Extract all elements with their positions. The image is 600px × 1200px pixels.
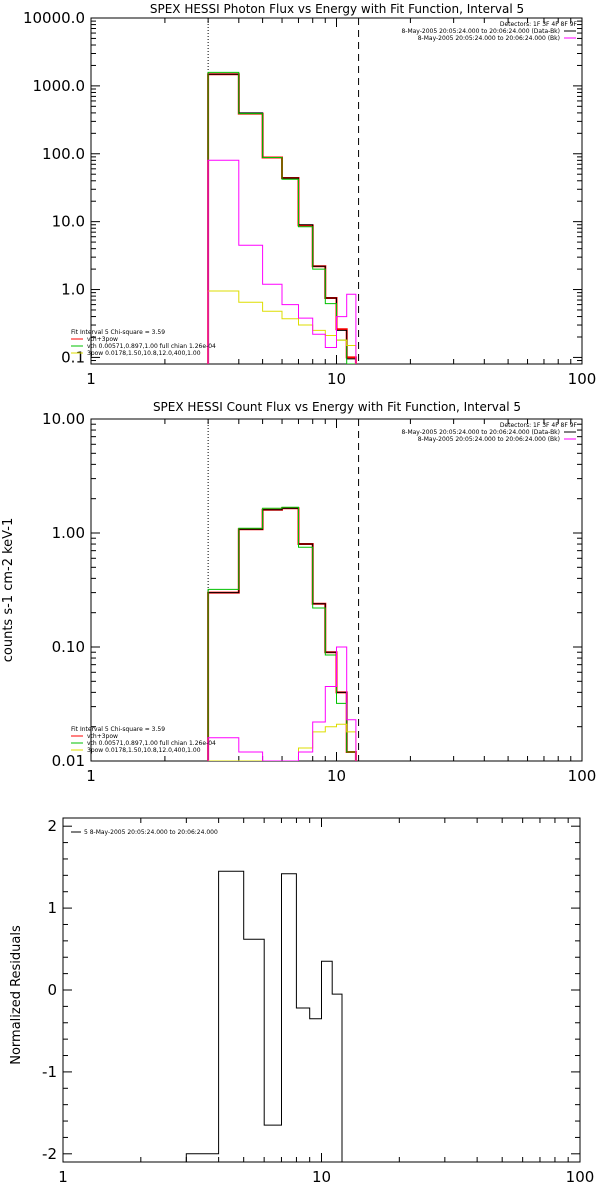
y-tick-label: 0	[47, 981, 57, 999]
spectrum-series-4	[207, 646, 357, 761]
y-tick-label: 0.01	[52, 752, 85, 770]
y-tick-label: 1000.0	[33, 77, 86, 95]
x-tick-label: 100	[566, 1168, 595, 1186]
spectrum-series-0	[207, 507, 357, 761]
x-tick-label: 1	[86, 767, 96, 785]
y-tick-label: 10000.0	[23, 9, 85, 27]
x-tick-label: 10	[327, 370, 346, 388]
y-tick-label: 0.1	[61, 348, 85, 366]
spectrum-series-4	[207, 159, 357, 364]
fit-legend-entry: vth 0.00571,0.897,1.00 full chian 1.26e-…	[87, 740, 216, 747]
y-tick-label: 0.10	[52, 638, 85, 656]
y-tick-label: -2	[42, 1145, 57, 1163]
fit-legend-title: Fit Interval 5 Chi-square = 3.59	[71, 329, 165, 336]
fit-legend-entry: vth+3pow	[87, 733, 118, 740]
x-tick-label: 100	[568, 767, 597, 785]
plot-frame	[90, 418, 583, 762]
y-tick-label: 1	[47, 899, 57, 917]
fit-legend-entry: vth 0.00571,0.897,1.00 full chian 1.26e-…	[87, 343, 216, 350]
y-tick-label: 100.0	[42, 145, 85, 163]
y-tick-label: 1.0	[61, 281, 85, 299]
fit-legend-title: Fit Interval 5 Chi-square = 3.59	[71, 726, 165, 733]
spectrum-series-0	[207, 73, 357, 364]
residuals-panel: Normalized Residuals 1 10 100 -2 -1 0 1 2 5 8-Ma…	[9, 817, 594, 1186]
legend-entry: 8-May-2005 20:05:24.000 to 20:06:24.000 …	[401, 28, 560, 35]
x-tick-label: 1	[58, 1168, 68, 1186]
count-flux-title: SPEX HESSI Count Flux vs Energy with Fit…	[153, 400, 521, 414]
spectrum-series-3	[207, 290, 357, 364]
spectrum-series-2	[207, 71, 356, 364]
y-tick-label: -1	[42, 1063, 57, 1081]
x-tick-label: 10	[312, 1168, 331, 1186]
legend-header: Detectors: 1F 3F 4F 8F 9F	[500, 422, 578, 429]
residuals-y-axis-label: Normalized Residuals	[9, 925, 24, 1065]
x-tick-label: 100	[568, 370, 597, 388]
legend-entry: 8-May-2005 20:05:24.000 to 20:06:24.000 …	[418, 35, 560, 42]
x-tick-label: 1	[86, 370, 96, 388]
spectrum-series-1	[207, 73, 357, 364]
y-tick-label: 10.0	[52, 213, 85, 231]
count-flux-panel: SPEX HESSI Count Flux vs Energy with Fit…	[1, 400, 596, 785]
legend-entry: 5 8-May-2005 20:05:24.000 to 20:06:24.00…	[84, 829, 218, 836]
spectrum-series-3	[208, 723, 357, 761]
photon-flux-panel: SPEX HESSI Photon Flux vs Energy with Fi…	[23, 2, 596, 388]
photon-flux-title: SPEX HESSI Photon Flux vs Energy with Fi…	[150, 2, 524, 16]
legend-entry: 8-May-2005 20:05:24.000 to 20:06:24.000 …	[401, 429, 560, 436]
spectrum-series-2	[207, 506, 357, 761]
spectrum-series-0	[185, 870, 343, 1162]
spectrum-series-1	[207, 507, 357, 761]
fit-legend-entry: vth+3pow	[87, 336, 118, 343]
legend-entry: 8-May-2005 20:05:24.000 to 20:06:24.000 …	[418, 436, 560, 443]
y-tick-label: 2	[47, 817, 57, 835]
count-flux-y-axis-label: counts s-1 cm-2 keV-1	[1, 518, 16, 663]
fit-legend-entry: 3pow 0.0178,1.50,10.8,12.0,400,1.00	[87, 747, 201, 754]
fit-legend-entry: 3pow 0.0178,1.50,10.8,12.0,400,1.00	[87, 350, 201, 357]
y-tick-label: 10.00	[42, 410, 85, 428]
legend-header: Detectors: 1F 3F 4F 8F 9F	[500, 21, 578, 28]
x-tick-label: 10	[327, 767, 346, 785]
y-tick-label: 1.00	[52, 524, 85, 542]
